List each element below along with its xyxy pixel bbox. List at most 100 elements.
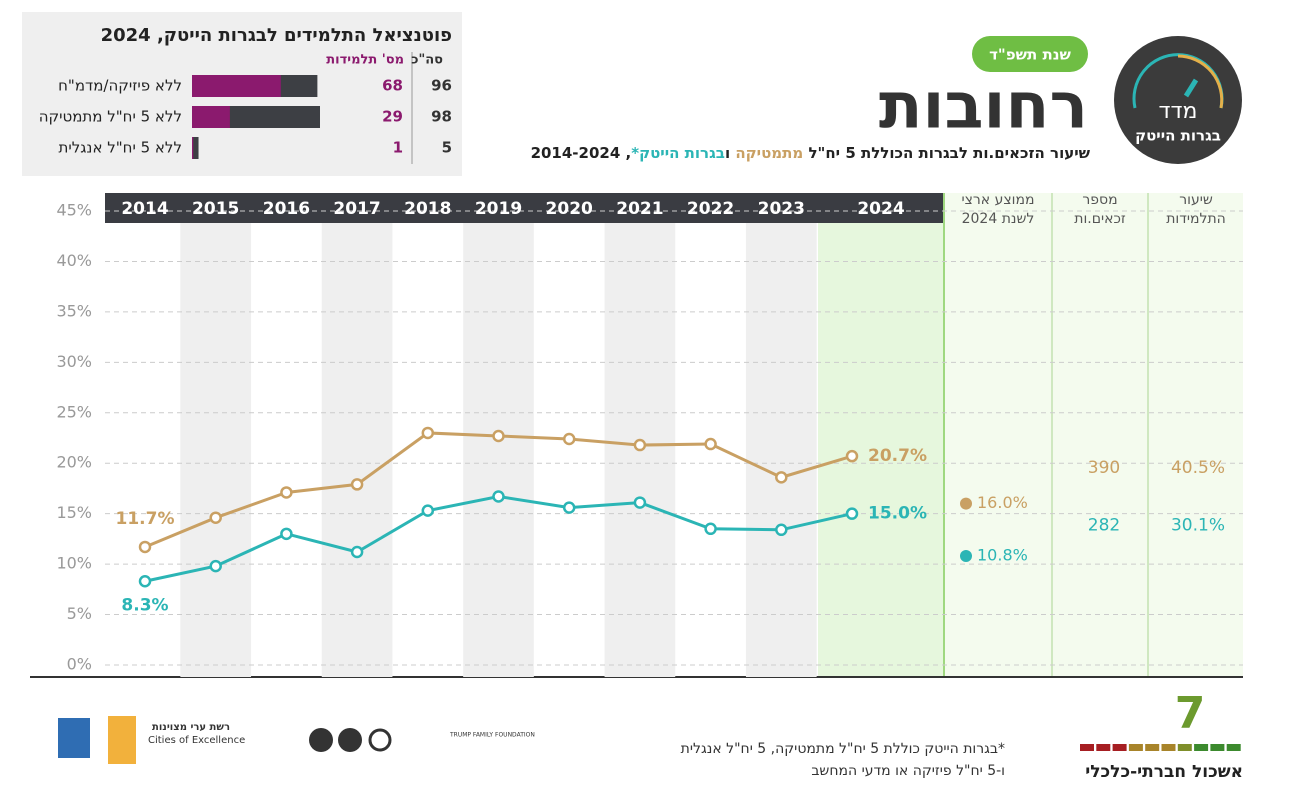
x-tick-label: 2023 (758, 199, 805, 219)
count-value: 282 (1088, 516, 1120, 536)
partner-logo (338, 728, 362, 752)
cluster-segment (1145, 744, 1160, 751)
x-tick-label: 2017 (333, 199, 380, 219)
side-panel (945, 193, 1243, 677)
x-tick-label: 2016 (263, 199, 310, 219)
x-tick-label: 2021 (616, 199, 663, 219)
footnote-line: *בגרות הייטק כוללת 5 יח"ל מתמטיקה, 5 יח"… (680, 741, 1005, 757)
bar-title: פוטנציאל התלמידים לבגרות הייטק, 2024 (101, 25, 452, 46)
y-tick-label: 45% (56, 201, 92, 220)
point (209, 559, 222, 573)
column-stripe (463, 223, 534, 677)
logo-arc (1177, 54, 1224, 109)
point (421, 426, 435, 440)
subtitle-part: בגרות הייטק* (631, 144, 725, 162)
badge-text: שנת תשפ"ד (989, 46, 1071, 64)
column-header: סה"כ (411, 53, 443, 68)
point (775, 471, 788, 484)
bar-value: 68 (382, 77, 403, 95)
bar-value: 96 (431, 77, 452, 95)
badge (972, 36, 1088, 72)
column-header: שיעור (1179, 192, 1213, 208)
bar (192, 137, 199, 159)
column-stripe (745, 223, 817, 677)
cluster-segment (1112, 744, 1127, 751)
x-tick-label: 2024 (857, 199, 904, 219)
bar (192, 137, 194, 159)
partner-logo (58, 718, 90, 758)
average-marker (960, 550, 972, 563)
column-stripe (321, 223, 393, 677)
subtitle-part: ו (724, 144, 731, 162)
footnote-line: ו-5 יח"ל פיזיקה או מדעי המחשב (811, 763, 1005, 779)
footnote: *בגרות הייטק כוללת 5 יח"ל מתמטיקה, 5 יח"… (681, 738, 1005, 782)
partner-logo (108, 716, 136, 764)
point (562, 432, 576, 446)
cluster-segment (1226, 744, 1241, 751)
category-label: ללא פיזיקה/מדמ"ח (58, 77, 182, 95)
subtitle-part: שיעור הזכאים.ות לבגרות הכוללת 5 יח"ל (808, 144, 1090, 162)
average-label: 16.0% (977, 493, 1028, 512)
logo-title: מדד (1159, 99, 1198, 124)
value-label: 20.7% (868, 446, 927, 466)
point (280, 486, 293, 499)
highlight-2024 (818, 193, 944, 677)
average-label: 10.8% (977, 546, 1028, 565)
point (350, 545, 364, 559)
bar-value: 98 (431, 108, 452, 126)
point (280, 527, 293, 541)
y-tick-label: 40% (56, 251, 92, 270)
x-tick-label: 2020 (546, 199, 593, 219)
y-tick-label: 5% (67, 604, 92, 623)
x-tick-label: 2018 (404, 199, 451, 219)
y-tick-label: 10% (56, 554, 92, 573)
cluster-label: אשכול חברתי-כלכלי (1085, 762, 1243, 782)
value-label: 8.3% (121, 595, 168, 615)
y-tick-label: 30% (56, 352, 92, 371)
cluster-number: 7 (1175, 688, 1206, 739)
logo-needle (1183, 78, 1199, 98)
x-tick-label: 2019 (475, 199, 522, 219)
point (492, 429, 505, 443)
logo-subtitle: בגרות הייטק (1135, 127, 1221, 145)
bar-value: 5 (442, 139, 452, 157)
y-tick-label: 15% (56, 503, 92, 522)
point (845, 449, 859, 463)
point (209, 511, 222, 524)
y-tick-label: 25% (56, 402, 92, 421)
x-tick-label: 2014 (121, 199, 168, 219)
partner: Cities of Excellence (148, 735, 245, 746)
cluster-segment (1128, 744, 1143, 751)
point (775, 523, 788, 537)
year-band (105, 193, 944, 223)
point (633, 496, 647, 509)
bar (192, 75, 281, 97)
cluster-segment (1080, 744, 1094, 751)
subtitle: שיעור הזכאים.ות לבגרות הכוללת 5 יח"ל מתמ… (531, 144, 1090, 162)
y-tick-label: 0% (67, 655, 92, 674)
rate-value: 40.5% (1171, 458, 1225, 478)
y-tick-label: 35% (56, 301, 92, 320)
y-tick-label: 20% (56, 453, 92, 472)
cluster-segment (1194, 744, 1209, 751)
column-header: מס' תלמידות (326, 53, 404, 68)
column-header: מספר (1082, 192, 1117, 208)
category-label: ללא 5 יח"ל מתמטיקה (39, 108, 182, 126)
point (704, 437, 717, 451)
cluster-segment (1161, 744, 1176, 751)
point (492, 490, 505, 503)
column-header: התלמידות (1166, 211, 1226, 227)
point (350, 478, 364, 491)
point (138, 540, 152, 554)
subtitle-part: , 2014-2024 (530, 144, 632, 162)
point (138, 575, 152, 588)
point (633, 438, 647, 452)
x-tick-label: 2022 (687, 199, 734, 219)
bar (192, 106, 230, 128)
partner: TRUMP FAMILY FOUNDATION (449, 732, 535, 739)
column-header: זכאים.ות (1074, 211, 1126, 227)
point (421, 504, 435, 517)
column-header: ממוצע ארצי (961, 192, 1034, 208)
